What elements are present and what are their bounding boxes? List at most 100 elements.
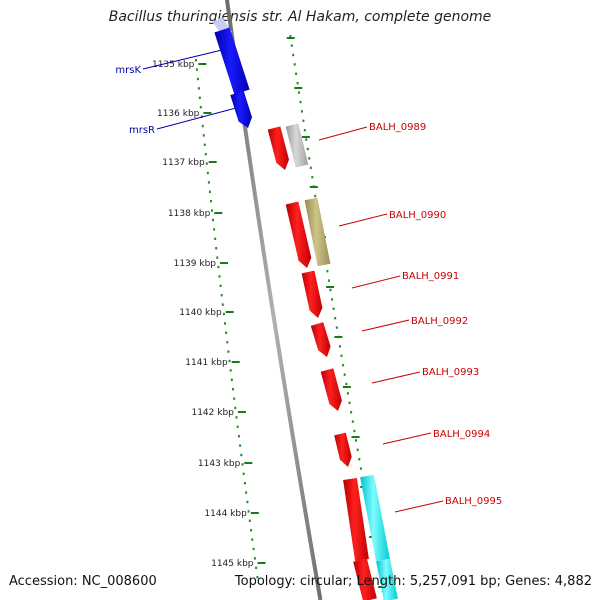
minor-tick [198,96,201,99]
gene-label-leader [156,107,237,130]
minor-tick [351,420,354,423]
ruler-ticks: 1135 kbp 1136 kbp 1137 kbp 1138 kbp 1139 kbp… [152,35,387,600]
minor-tick [218,275,221,278]
minor-tick [222,312,225,316]
minor-tick [348,401,351,404]
gene-BALH_0989-grey [285,123,309,168]
minor-tick [338,345,341,348]
minor-tick [243,482,246,485]
gene-label-mrsK[interactable]: mrsK [115,65,141,76]
minor-tick [306,147,309,151]
gene-label-mrsR[interactable]: mrsR [129,125,155,136]
minor-tick [199,106,202,109]
kbp-tick-label: 1145 kbp [211,559,254,569]
minor-tick [248,519,251,522]
accession-text: Accession: NC_008600 [9,574,157,589]
minor-tick [227,350,230,353]
gene-mrsK [214,27,250,95]
minor-tick [331,298,334,301]
minor-tick [358,458,361,461]
minor-tick [303,129,306,132]
gene-BALH_0992 [310,322,331,357]
minor-tick [302,119,305,122]
kbp-tick-label: 1142 kbp [191,408,234,418]
kbp-tick-label: 1135 kbp [152,60,195,70]
minor-tick [246,500,249,504]
gene-BALH_0990 [285,201,312,268]
minor-tick [335,326,338,329]
minor-tick [234,406,237,410]
gene-label-leader [361,319,410,332]
minor-tick [207,181,210,184]
minor-tick [205,162,208,165]
minor-tick [214,237,217,240]
minor-tick [221,303,224,306]
gene-labels: mrsK mrsR BALH_0989 BALH_0990 BALH_0991 BALH_… [115,49,502,513]
minor-tick [195,59,197,62]
minor-tick [250,529,253,532]
kbp-tick-label: 1138 kbp [168,209,211,219]
gene-BALH_0989 [267,126,289,170]
gene-label-BALH_0991[interactable]: BALH_0991 [402,271,459,282]
minor-tick [195,68,198,71]
minor-tick [247,510,250,513]
minor-tick [346,392,349,395]
minor-tick [292,53,295,57]
minor-tick [299,100,302,104]
minor-tick [226,341,229,344]
minor-tick [296,82,299,85]
minor-tick [334,317,337,320]
gene-label-BALH_0989[interactable]: BALH_0989 [369,122,426,133]
kbp-tick-label: 1137 kbp [162,158,205,168]
minor-tick [217,265,220,269]
minor-tick [350,411,353,414]
minor-tick [290,44,293,47]
minor-tick [236,425,239,428]
minor-tick [314,194,317,198]
minor-tick [309,166,312,169]
gene-BALH_0991 [301,270,323,318]
gene-label-BALH_0993[interactable]: BALH_0993 [422,367,479,378]
minor-tick [197,87,200,90]
minor-tick [202,134,205,137]
gene-BALH_0995 [343,478,369,561]
minor-tick [253,557,256,560]
minor-tick [245,491,248,494]
kbp-tick-label: 1140 kbp [179,308,222,318]
minor-tick [305,138,308,141]
minor-tick [343,373,346,376]
minor-tick [211,209,213,212]
minor-tick [196,77,199,81]
minor-tick [355,439,357,442]
minor-tick [235,416,238,419]
gene-continuation-cyan [376,558,398,600]
minor-tick [328,279,330,282]
gene-label-leader [338,213,388,227]
minor-tick [345,382,348,386]
kbp-tick-label: 1139 kbp [174,259,217,269]
minor-tick [342,364,345,367]
kbp-tick-label: 1136 kbp [157,109,200,119]
minor-tick [311,176,314,179]
gene-label-leader [142,49,223,70]
genome-summary-text: Topology: circular; Length: 5,257,091 bp… [234,574,592,589]
gene-label-BALH_0995[interactable]: BALH_0995 [445,496,502,507]
minor-tick [256,576,259,579]
gene-label-leader [371,371,421,384]
kbp-tick-label: 1143 kbp [198,459,241,469]
gene-label-BALH_0990[interactable]: BALH_0990 [389,210,446,221]
gene-label-BALH_0994[interactable]: BALH_0994 [433,429,490,440]
minor-tick [237,435,240,438]
minor-tick [201,124,204,128]
minor-tick [295,72,298,75]
gene-BALH_0994 [334,432,352,467]
minor-tick [224,322,226,325]
minor-tick [215,247,218,250]
gene-features [213,17,398,600]
minor-tick [212,218,214,222]
minor-tick [329,288,332,292]
gene-label-BALH_0992[interactable]: BALH_0992 [411,316,468,327]
kbp-tick-label: 1144 kbp [204,509,247,519]
